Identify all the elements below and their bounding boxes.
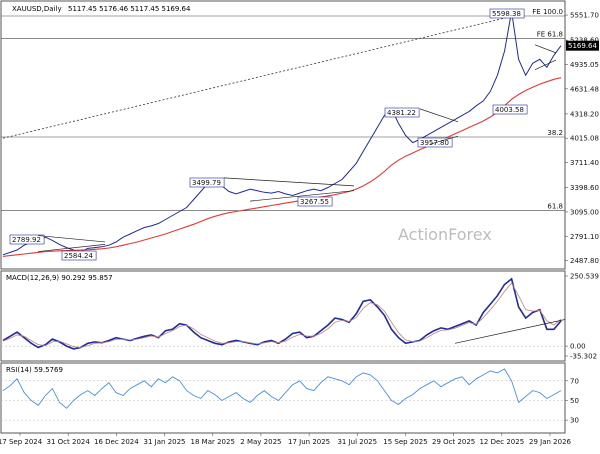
macd-series-1	[2, 282, 562, 348]
annotation-box-6	[297, 196, 333, 207]
price-tick-label-2: 4935.05	[570, 61, 599, 69]
rsi-header: RSI(14) 59.5769	[6, 366, 63, 374]
price-tick-label-3: 4631.48	[570, 85, 599, 93]
level-label-3: 61.8	[547, 203, 563, 211]
level-label-0: FE 100.0	[532, 8, 563, 16]
rsi-layer: 70 50 30	[1, 368, 579, 425]
macd-tick-label-0: 250.539	[570, 272, 599, 280]
price-panel-frame	[0, 0, 566, 270]
annotation-text-4: 4003.58	[495, 106, 524, 114]
annotation-text-1: 4381.22	[387, 109, 416, 117]
annotation-text-2: 3499.79	[192, 179, 221, 187]
annotation-box-0	[489, 8, 525, 19]
pattern-line-late-lower	[534, 59, 557, 71]
macd-panel-frame	[0, 270, 566, 362]
price-series-1	[2, 77, 562, 257]
macd-header: MACD(12,26,9) 90.292 95.857	[6, 274, 113, 282]
macd-tick-label-1: 0.00	[570, 343, 586, 351]
rsi-tick-label-0: 70	[570, 377, 579, 385]
rsi-series-0	[2, 368, 562, 409]
dotted-trendline	[2, 14, 521, 139]
price-header-ohlc: 5117.45 5176.46 5117.45 5169.64	[68, 5, 191, 13]
macd-series-0	[2, 277, 562, 350]
axis-layer: 5551.70 5238.60 4935.05 4631.48 4318.20 4015.…	[0, 12, 599, 446]
date-tick-label-3: 31 Jan 2025	[144, 438, 186, 446]
rsi-panel-frame	[0, 362, 566, 434]
price-tick-label-4: 4318.20	[570, 110, 599, 118]
annotation-text-0: 5598.38	[492, 10, 521, 18]
annotation-box-1	[384, 107, 420, 118]
pattern-line-early-upper	[37, 235, 106, 243]
annotation-box-4	[492, 104, 528, 115]
watermark: ActionForex	[398, 225, 492, 244]
price-tick-label-8: 3095.00	[570, 208, 599, 216]
level-label-2: 38.2	[547, 129, 563, 137]
date-tick-label-11: 29 Jan 2026	[529, 438, 572, 446]
macd-trendline	[454, 319, 566, 344]
price-series-0	[2, 11, 562, 256]
macd-layer: 250.539 0.00 -35.302	[1, 272, 599, 361]
pattern-line-upper	[223, 177, 355, 187]
annotation-box-2	[189, 177, 225, 188]
last-price-label: 5169.64	[568, 42, 597, 50]
pattern-line-mid-lower	[429, 135, 459, 145]
macd-tick-label-2: -35.302	[570, 353, 597, 361]
date-tick-label-8: 15 Sep 2025	[383, 438, 427, 446]
date-tick-label-5: 2 May 2025	[240, 438, 281, 446]
price-tick-label-10: 2487.80	[570, 257, 599, 265]
date-tick-label-6: 17 Jun 2025	[288, 438, 330, 446]
date-tick-label-10: 12 Dec 2025	[479, 438, 524, 446]
pattern-line-mid-upper	[419, 108, 459, 123]
price-tick-label-7: 3398.60	[570, 184, 599, 192]
date-tick-label-4: 18 Mar 2025	[191, 438, 235, 446]
price-tick-label-0: 5551.70	[570, 12, 599, 20]
date-tick-label-0: 17 Sep 2024	[0, 438, 43, 446]
date-tick-label-2: 16 Dec 2024	[94, 438, 139, 446]
annotation-box-3	[9, 234, 45, 245]
pattern-line-lower	[249, 190, 355, 202]
annotation-text-6: 3267.55	[300, 198, 329, 206]
annotation-box-7	[61, 250, 97, 261]
rsi-tick-label-2: 30	[570, 417, 579, 425]
last-price-box	[566, 40, 599, 51]
rsi-tick-label-1: 50	[570, 397, 579, 405]
price-tick-label-6: 3711.40	[570, 159, 599, 167]
price-tick-label-5: 4015.08	[570, 135, 599, 143]
annotation-text-3: 2789.92	[12, 236, 41, 244]
price-layer: FE 100.0 FE 61.8 38.2 61.8 5598.38 4381.22 349…	[1, 8, 565, 261]
price-tick-label-9: 2791.10	[570, 233, 599, 241]
pattern-line-early-lower	[37, 244, 106, 252]
pattern-line-late-upper	[534, 44, 557, 54]
date-tick-label-7: 31 Jul 2025	[337, 438, 377, 446]
price-tick-label-1: 5238.60	[570, 37, 599, 45]
level-label-1: FE 61.8	[537, 30, 563, 38]
date-tick-label-9: 29 Oct 2025	[432, 438, 475, 446]
price-header-symbol: XAUUSD,Daily	[12, 5, 62, 13]
date-tick-label-1: 31 Oct 2024	[47, 438, 91, 446]
annotation-text-7: 2584.24	[64, 252, 93, 260]
